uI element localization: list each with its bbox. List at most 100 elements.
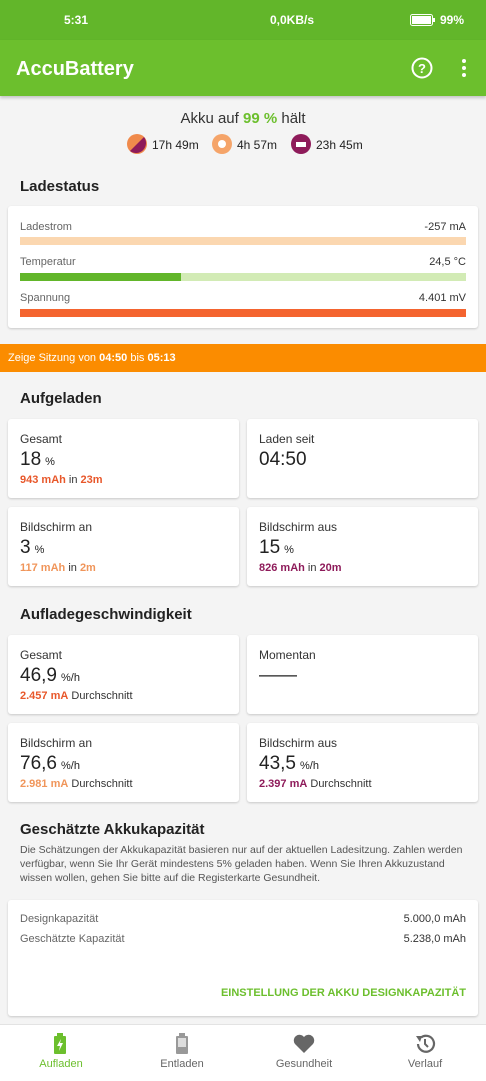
battery-icon — [410, 14, 435, 26]
duration-screen-off: 23h 45m — [316, 138, 363, 152]
stat-card: Laden seit 04:50 — [247, 419, 478, 498]
temperature-bar — [20, 273, 466, 281]
stat-card: Bildschirm aus 15% 826 mAh in 20m — [247, 507, 478, 586]
session-end: 05:13 — [147, 352, 176, 364]
card-unit: %/h — [60, 760, 80, 772]
row-value: 4.401 mV — [418, 292, 466, 304]
battery-level: 99% — [440, 13, 465, 27]
summary: Akku auf 99 % hält — [0, 110, 486, 127]
stat-card: Bildschirm an 3% 117 mAh in 2m — [8, 507, 239, 586]
icon-combined — [127, 134, 147, 154]
charge-status-card: Ladestrom -257 mA Temperatur 24,5 °C Spa… — [8, 206, 478, 328]
section-title: Ladestatus — [20, 178, 100, 195]
app-title: AccuBattery — [16, 58, 134, 80]
card-duration: 20m — [319, 562, 342, 574]
card-value-line: 04:50 — [259, 449, 307, 471]
card-value-line: 76,6 %/h — [20, 753, 80, 775]
card-value: 3 — [20, 537, 31, 558]
card-current: 2.981 mA — [20, 778, 69, 790]
row-label: Designkapazität — [20, 913, 99, 925]
status-bar: 5:31 0,0KB/s 99% — [0, 0, 486, 40]
session-banner[interactable]: Zeige Sitzung von 04:50 bis 05:13 — [0, 344, 486, 372]
current-bar — [20, 237, 466, 245]
card-value: 76,6 — [20, 753, 57, 774]
nav-item[interactable]: Entladen — [160, 1058, 204, 1070]
nav-icon-charge — [54, 1033, 66, 1054]
card-value: 04:50 — [259, 449, 307, 470]
card-note: Durchschnitt — [310, 778, 372, 790]
card-value: —— — [259, 665, 297, 686]
card-label: Bildschirm aus — [259, 736, 338, 750]
stat-card: Gesamt 46,9 %/h 2.457 mA Durchschnitt — [8, 635, 239, 714]
card-value-line: 15% — [259, 537, 294, 559]
card-value-line: 3% — [20, 537, 44, 559]
icon-screen-off — [291, 134, 311, 154]
voltage-bar — [20, 309, 466, 317]
help-button[interactable]: ? — [411, 57, 433, 79]
card-value-line: 43,5 %/h — [259, 753, 319, 775]
row-value: 5.000,0 mAh — [403, 913, 466, 925]
app-bar: AccuBattery ? — [0, 40, 486, 96]
section-title: Aufgeladen — [20, 390, 102, 407]
card-amount: 117 mAh — [20, 562, 66, 574]
card-unit: %/h — [60, 672, 80, 684]
card-duration: 2m — [79, 562, 96, 574]
stat-card: Gesamt 18% 943 mAh in 23m — [8, 419, 239, 498]
card-value: 43,5 — [259, 753, 296, 774]
stat-card: Bildschirm an 76,6 %/h 2.981 mA Durchschnit… — [8, 723, 239, 802]
card-duration: 23m — [80, 474, 103, 486]
card-joiner: in — [68, 474, 78, 486]
nav-icon-discharge — [176, 1033, 188, 1054]
summary-level: 99 % — [242, 110, 278, 127]
card-label: Gesamt — [20, 648, 63, 662]
nav-item[interactable]: Gesundheit — [275, 1058, 333, 1070]
card-label: Bildschirm an — [20, 736, 93, 750]
card-value: 15 — [259, 537, 281, 558]
card-unit: % — [45, 456, 55, 468]
menu-button[interactable] — [458, 58, 470, 78]
card-note: Durchschnitt — [71, 690, 133, 702]
section-title: Aufladegeschwindigkeit — [20, 606, 192, 623]
bottom-nav — [0, 1024, 486, 1081]
card-amount: 943 mAh — [20, 474, 66, 486]
row-label: Temperatur — [20, 256, 76, 268]
card-value-line: 18% — [20, 449, 55, 471]
card-amount: 826 mAh — [259, 562, 305, 574]
card-current: 2.457 mA — [20, 690, 69, 702]
card-label: Laden seit — [259, 432, 315, 446]
card-sub: 2.397 mA Durchschnitt — [259, 778, 372, 790]
duration-combined: 17h 49m — [152, 138, 199, 152]
card-sub: 117 mAh in 2m — [20, 562, 96, 574]
card-value: 46,9 — [20, 665, 57, 686]
card-label: Gesamt — [20, 432, 63, 446]
row-value: 5.238,0 mAh — [403, 933, 466, 945]
row-label: Spannung — [20, 292, 71, 304]
capacity-action[interactable]: EINSTELLUNG DER AKKU DESIGNKAPAZITÄT — [220, 987, 466, 999]
icon-screen-on — [212, 134, 232, 154]
svg-text:?: ? — [418, 61, 426, 76]
card-label: Bildschirm aus — [259, 520, 338, 534]
nav-icon-history — [416, 1034, 436, 1053]
card-sub: 2.457 mA Durchschnitt — [20, 690, 133, 702]
summary-prefix: Akku auf — [180, 110, 239, 127]
row-label: Ladestrom — [20, 221, 72, 233]
card-unit: %/h — [299, 760, 319, 772]
network-speed: 0,0KB/s — [270, 13, 315, 27]
session-middle: bis — [130, 352, 145, 364]
nav-item[interactable]: Verlauf — [407, 1058, 443, 1070]
card-sub: 2.981 mA Durchschnitt — [20, 778, 133, 790]
card-value: 18 — [20, 449, 42, 470]
capacity-description: Die Schätzungen der Akkukapazität basier… — [20, 844, 463, 884]
duration-screen-on: 4h 57m — [237, 138, 278, 152]
card-sub: 826 mAh in 20m — [259, 562, 342, 574]
nav-item[interactable]: Aufladen — [39, 1058, 83, 1070]
session-prefix: Zeige Sitzung von — [8, 352, 97, 364]
row-value: -257 mA — [424, 221, 466, 233]
card-unit: % — [284, 544, 294, 556]
card-value-line: —— — [259, 665, 297, 687]
card-unit: % — [34, 544, 45, 556]
stat-card: Bildschirm aus 43,5 %/h 2.397 mA Durchschni… — [247, 723, 478, 802]
summary-suffix: hält — [281, 110, 306, 127]
card-value-line: 46,9 %/h — [20, 665, 80, 687]
card-label: Bildschirm an — [20, 520, 93, 534]
